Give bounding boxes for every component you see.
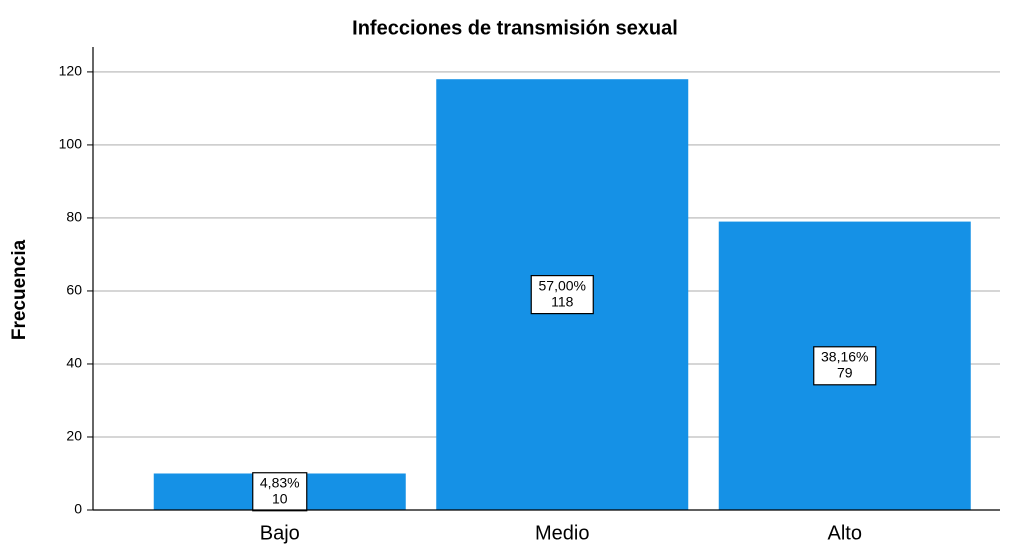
y-tick-label: 20 [66,428,82,444]
y-tick-label: 0 [74,501,82,517]
x-tick-label: Alto [828,522,862,544]
percent-label: 57,00% [539,277,586,293]
y-tick-label: 40 [66,355,82,371]
data-label: 10 [272,490,288,506]
y-tick-label: 100 [59,136,83,152]
percent-label: 4,83% [260,474,300,490]
y-axis-label: Frecuencia [9,239,30,340]
y-tick-label: 80 [66,209,82,225]
percent-label: 38,16% [821,348,868,364]
y-tick-label: 120 [59,63,83,79]
y-tick-label: 60 [66,282,82,298]
data-label-box [252,472,308,512]
chart-title: Infecciones de transmisión sexual [352,17,678,39]
data-label-box [530,275,594,315]
x-tick-label: Medio [535,522,589,544]
data-label: 79 [837,364,853,380]
x-tick-label: Bajo [260,522,300,544]
data-label-box [813,346,877,386]
data-label: 118 [551,293,574,309]
